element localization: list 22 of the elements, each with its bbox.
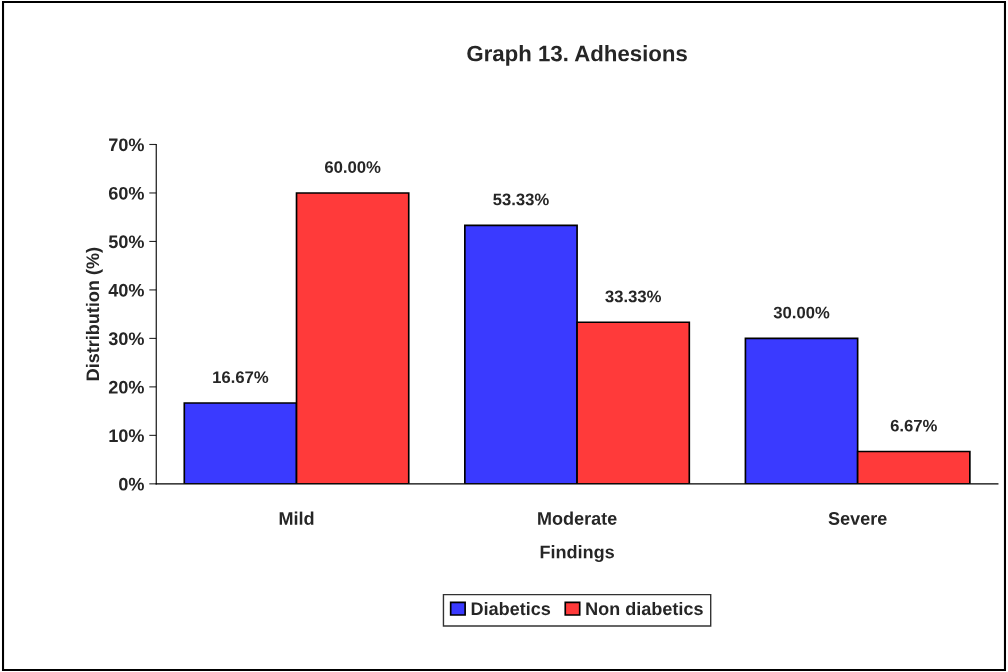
data-label: 6.67% (890, 419, 937, 432)
data-label: 16.67% (213, 371, 269, 384)
x-tick-label: Mild (279, 511, 314, 525)
legend-label: Non diabetics (586, 601, 703, 616)
data-label: 53.33% (493, 193, 549, 206)
y-axis-title: Distribution (%) (85, 247, 103, 381)
x-axis-title: Findings (540, 545, 614, 563)
data-label: 30.00% (773, 306, 830, 319)
data-label: 33.33% (605, 290, 662, 303)
y-tick-label: 20% (108, 380, 144, 394)
y-tick-label: 10% (109, 429, 144, 443)
y-tick-label: 70% (109, 138, 144, 152)
chart-title: Graph 13. Adhesions (467, 45, 687, 66)
legend-label: Diabetics (471, 601, 551, 616)
x-tick-label: Moderate (538, 511, 617, 525)
y-tick-label: 0% (119, 477, 144, 491)
y-tick-label: 30% (108, 332, 144, 346)
y-tick-label: 40% (108, 283, 144, 297)
y-tick-label: 60% (108, 186, 144, 200)
x-tick-label: Severe (828, 512, 887, 525)
y-tick-label: 50% (108, 235, 144, 249)
data-label: 60.00% (324, 161, 381, 173)
